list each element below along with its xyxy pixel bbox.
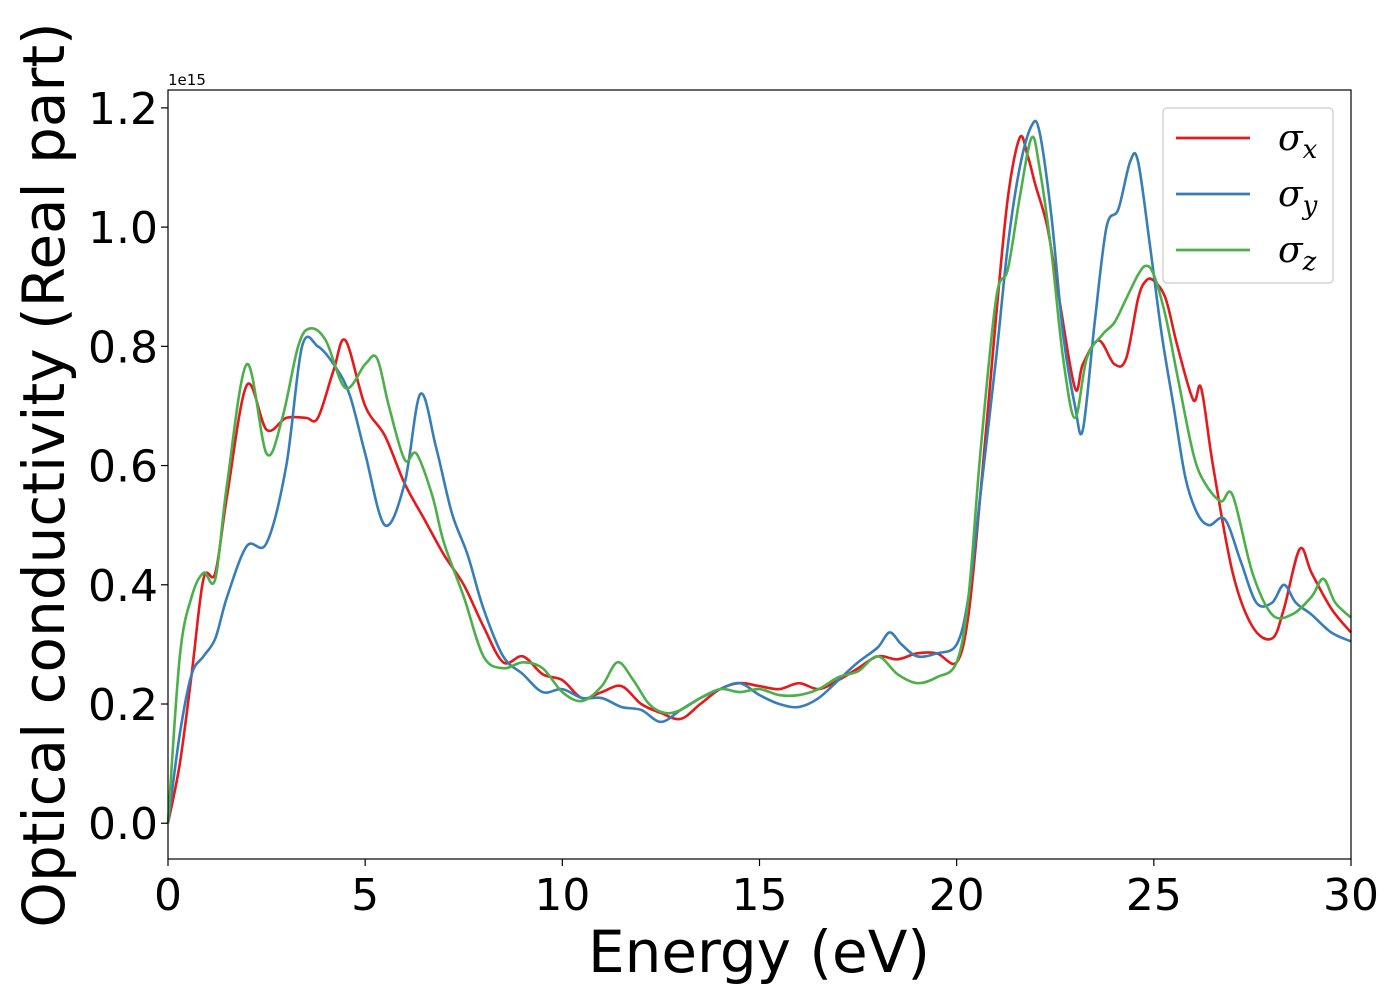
legend-box	[1162, 107, 1334, 284]
y-axis-label: Optical conductivity (Real part)	[10, 22, 78, 927]
x-axis-label: Energy (eV)	[588, 918, 930, 986]
y-tick-label: 0.8	[88, 322, 158, 373]
series-line-y	[166, 119, 1352, 824]
y-axis-ticks: 0.0 0.2 0.4 0.6 0.8 1.0 1.2	[88, 84, 168, 850]
series-layer	[166, 119, 1353, 824]
x-tick-label: 5	[351, 870, 379, 921]
x-tick-label: 0	[154, 870, 182, 921]
y-tick-label: 0.0	[88, 799, 158, 850]
x-tick-label: 10	[534, 870, 590, 921]
y-tick-label: 0.2	[88, 680, 158, 731]
y-tick-label: 0.4	[88, 561, 158, 612]
y-tick-label: 0.6	[88, 442, 158, 493]
x-tick-label: 15	[732, 870, 788, 921]
x-tick-label: 30	[1323, 870, 1379, 921]
y-tick-label: 1.2	[88, 84, 158, 135]
plot-background	[168, 90, 1351, 859]
x-tick-label: 25	[1126, 870, 1182, 921]
x-axis-ticks: 0 5 10 15 20 25 30	[154, 859, 1379, 921]
y-tick-label: 1.0	[88, 203, 158, 254]
series-line-z	[166, 135, 1352, 824]
x-tick-label: 20	[929, 870, 985, 921]
y-offset-label: 1e15	[168, 71, 206, 89]
